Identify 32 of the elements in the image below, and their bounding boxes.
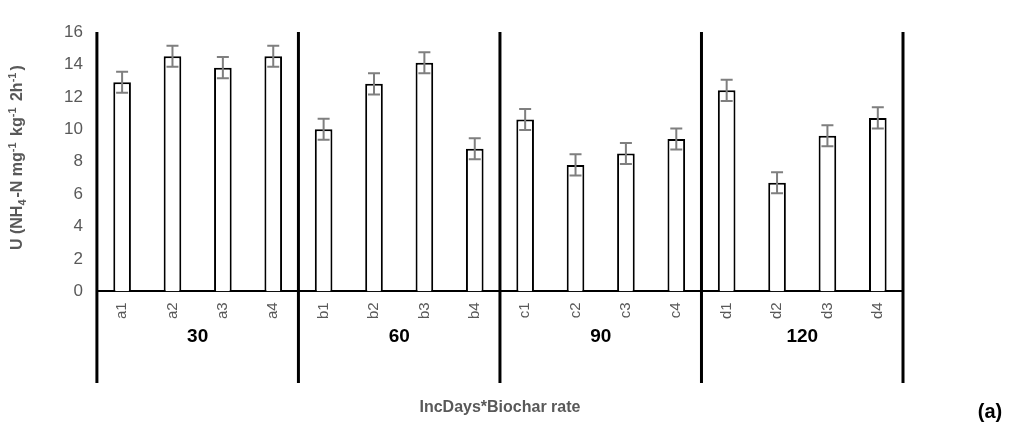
text: 30 <box>187 325 209 347</box>
text: 60 <box>388 325 410 347</box>
x-tick-label: a3 <box>213 302 230 319</box>
x-tick-label: d2 <box>767 302 785 319</box>
y-tick-label: 6 <box>73 183 83 203</box>
x-tick-label: a1 <box>112 302 130 319</box>
x-tick-label: d3 <box>817 302 835 319</box>
x-tick-label: c1 <box>515 302 533 319</box>
x-tick-label: c4 <box>666 302 684 319</box>
text: 90 <box>590 325 612 347</box>
x-tick-label: b3 <box>414 302 432 319</box>
text: (a) <box>977 399 1003 422</box>
x-tick-label: b2 <box>364 302 382 319</box>
x-axis-title: IncDays*Biochar rate <box>419 398 581 416</box>
x-tick-label: a4 <box>263 302 281 319</box>
y-tick-label: 4 <box>73 216 83 236</box>
x-tick-label: b1 <box>313 302 331 319</box>
x-tick-label: d4 <box>867 302 885 319</box>
x-tick-label: c3 <box>616 302 634 319</box>
y-tick-label: 10 <box>63 118 83 138</box>
y-tick-label: 2 <box>73 248 83 268</box>
x-tick-label: a2 <box>162 302 180 319</box>
text: 120 <box>786 325 819 347</box>
x-tick-label: d1 <box>716 302 734 319</box>
y-tick-label: 8 <box>73 151 83 171</box>
x-tick-label: c2 <box>565 302 583 319</box>
y-tick-label: 0 <box>73 281 83 300</box>
text: U (NH4-N mg-1 kg-1 2h-1) <box>6 65 29 251</box>
x-tick-label: b4 <box>464 302 482 319</box>
y-tick-label: 16 <box>63 21 83 41</box>
y-tick-label: 14 <box>63 54 83 74</box>
y-tick-label: 12 <box>63 86 83 106</box>
